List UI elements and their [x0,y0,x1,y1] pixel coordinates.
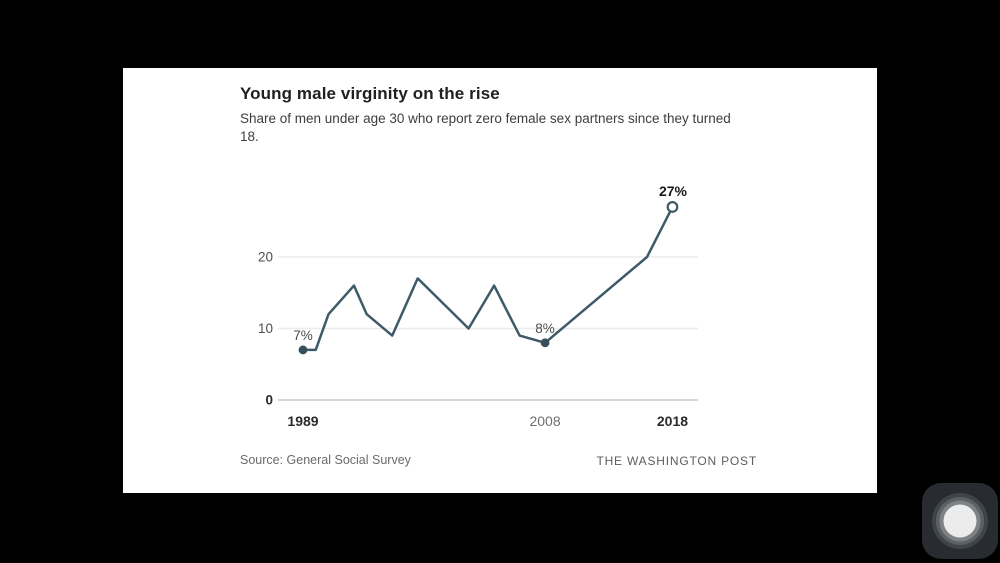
svg-text:8%: 8% [535,321,555,336]
chart-card: Young male virginity on the rise Share o… [123,68,877,493]
svg-text:20: 20 [258,250,273,265]
svg-text:2008: 2008 [529,413,560,429]
svg-text:7%: 7% [293,328,313,343]
chart-title: Young male virginity on the rise [240,84,500,103]
source-note: Source: General Social Survey [240,453,411,467]
chart-subtitle: Share of men under age 30 who report zer… [240,111,731,144]
assistive-touch-button[interactable] [922,483,998,559]
svg-text:0: 0 [265,393,273,408]
publisher-attribution: THE WASHINGTON POST [596,454,757,468]
svg-text:2018: 2018 [657,413,688,429]
assistive-touch-icon-center [943,504,977,538]
line-chart: 0 10 20 1989 2008 2018 7% 8% 27% [258,183,698,429]
svg-text:1989: 1989 [287,413,318,429]
svg-text:10: 10 [258,321,273,336]
svg-text:27%: 27% [659,183,688,199]
